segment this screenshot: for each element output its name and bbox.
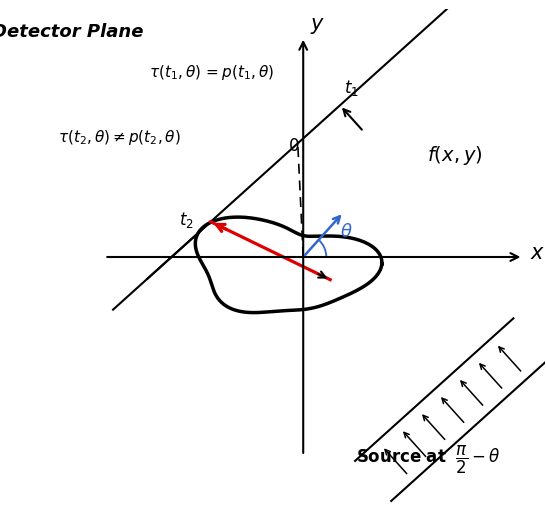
Text: $\mathbf{Source\ at}\ \ \dfrac{\pi}{2} - \theta$: $\mathbf{Source\ at}\ \ \dfrac{\pi}{2} -… — [356, 444, 501, 475]
Text: x: x — [530, 244, 543, 264]
Text: $\tau(t_1, \theta)\, = p(t_1, \theta)$: $\tau(t_1, \theta)\, = p(t_1, \theta)$ — [149, 63, 274, 82]
Text: Detector Plane: Detector Plane — [0, 24, 143, 42]
Text: y: y — [310, 14, 323, 34]
Text: $\tau(t_2, \theta) \neq p(t_2, \theta)$: $\tau(t_2, \theta) \neq p(t_2, \theta)$ — [57, 128, 180, 147]
Text: $t_2$: $t_2$ — [179, 210, 193, 230]
Text: 0: 0 — [289, 137, 300, 155]
Text: $\theta$: $\theta$ — [340, 223, 353, 241]
Text: $f(x,y)$: $f(x,y)$ — [428, 144, 483, 167]
Text: $t_1$: $t_1$ — [344, 78, 359, 98]
